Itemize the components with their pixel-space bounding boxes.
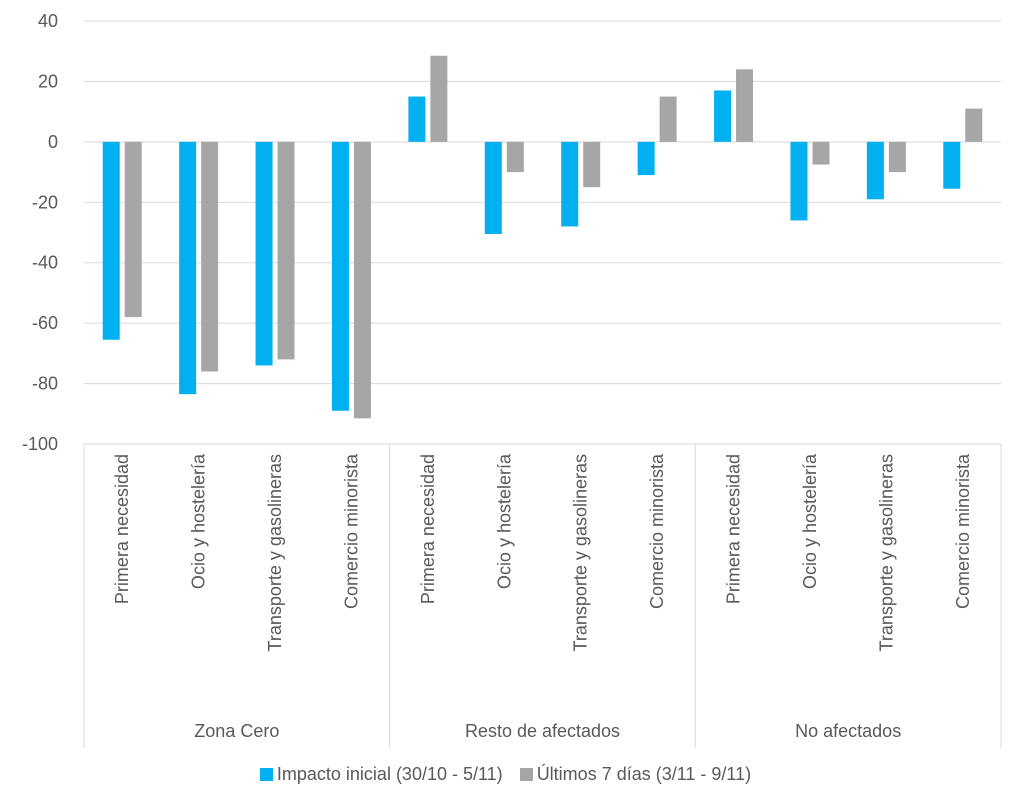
bar-series-1 [255, 141, 273, 366]
bar-series-1 [484, 141, 502, 235]
bar-series-2 [736, 69, 754, 142]
bar-series-2 [812, 141, 830, 165]
bar-series-2 [965, 108, 983, 142]
y-tick-label: 0 [48, 132, 58, 152]
x-category-label: Ocio y hostelería [800, 453, 820, 589]
bars [102, 55, 983, 419]
bar-series-2 [659, 96, 677, 142]
y-tick-label: 20 [38, 71, 58, 91]
x-category-label: Comercio minorista [953, 453, 973, 609]
bar-series-1 [790, 141, 808, 221]
x-group-label: No afectados [795, 721, 901, 741]
bar-series-2 [506, 141, 524, 173]
y-tick-label: -20 [32, 192, 58, 212]
x-category-label: Transporte y gasolineras [876, 454, 896, 651]
x-category-label: Transporte y gasolineras [265, 454, 285, 651]
bar-series-1 [102, 141, 120, 340]
x-axis: Primera necesidad Ocio y hostelería Transp… [83, 444, 1002, 748]
x-category-label: Comercio minorista [647, 453, 667, 609]
bar-series-1 [866, 141, 884, 200]
bar-series-2 [277, 141, 295, 360]
bar-series-1 [714, 90, 732, 142]
x-group-label: Resto de afectados [465, 721, 620, 741]
legend-label-series-1: Impacto inicial (30/10 - 5/11) [276, 764, 503, 784]
bar-series-2 [124, 141, 142, 318]
y-tick-label: -100 [22, 434, 58, 454]
legend-swatch-series-1 [259, 768, 273, 781]
legend-label-series-2: Últimos 7 días (3/11 - 9/11) [536, 764, 752, 784]
legend-swatch-series-2 [519, 768, 533, 781]
x-category-label: Ocio y hostelería [189, 453, 209, 589]
bar-series-2 [888, 141, 906, 173]
x-category-label: Comercio minorista [341, 453, 361, 609]
x-category-label: Primera necesidad [724, 454, 744, 604]
legend-item-series-2: Últimos 7 días (3/11 - 9/11) [519, 764, 752, 785]
x-group-label: Zona Cero [194, 721, 279, 741]
bar-series-2 [353, 141, 371, 419]
legend: Impacto inicial (30/10 - 5/11) Últimos 7… [0, 764, 1011, 786]
y-tick-label: -40 [32, 253, 58, 273]
gridlines [84, 20, 1001, 445]
y-tick-label: -80 [32, 374, 58, 394]
bar-series-2 [430, 55, 448, 142]
bar-series-1 [561, 141, 579, 227]
bar-series-2 [201, 141, 219, 372]
bar-series-1 [331, 141, 349, 411]
x-category-label: Primera necesidad [418, 454, 438, 604]
x-category-label: Transporte y gasolineras [571, 454, 591, 651]
bar-series-2 [583, 141, 601, 188]
legend-item-series-1: Impacto inicial (30/10 - 5/11) [259, 764, 503, 785]
bar-series-1 [637, 141, 655, 176]
y-axis: 40 20 0 -20 -40 -60 -80 -100 [22, 11, 58, 454]
bar-series-1 [943, 141, 961, 189]
x-category-label: Primera necesidad [112, 454, 132, 604]
bar-series-1 [408, 96, 426, 142]
bar-chart: 40 20 0 -20 -40 -60 -80 -100 Primera necesidad O… [22, 11, 1002, 748]
bar-series-1 [179, 141, 197, 395]
y-tick-label: 40 [38, 11, 58, 31]
y-tick-label: -60 [32, 313, 58, 333]
x-category-label: Ocio y hostelería [494, 453, 514, 589]
